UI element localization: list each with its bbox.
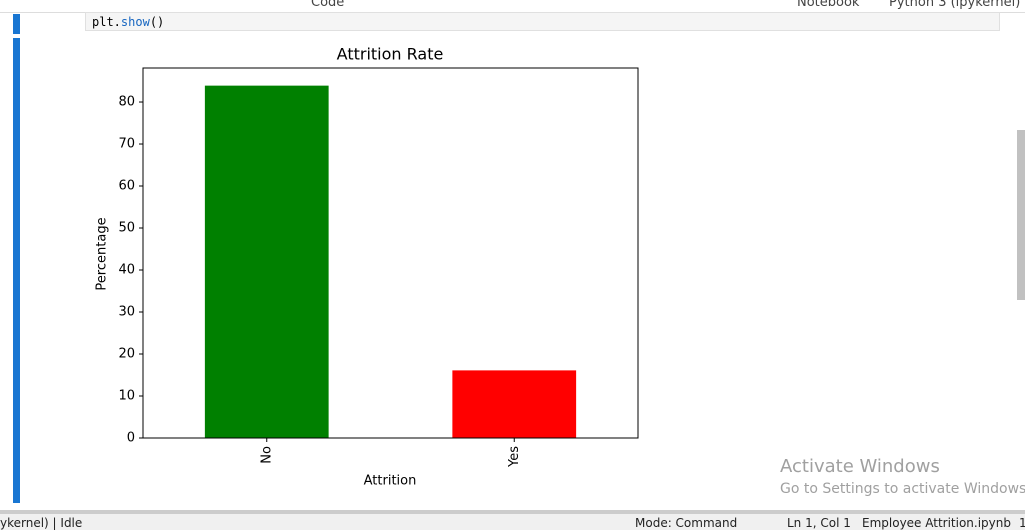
chart: Attrition Rate Attrition Percentage 0 10 2… [95,45,639,489]
mode: Mode: Command [635,516,738,530]
x-tick-label: Yes [507,446,522,468]
kernel-state: ykernel) | Idle [0,516,83,530]
x-tick-label: No [259,446,274,464]
y-tick-label: 40 [118,263,135,278]
plot-frame [142,67,639,439]
kernel-label[interactable]: Python 3 (ipykernel) [889,0,1021,10]
y-tick-label: 60 [118,179,135,194]
status-extra: 1 [1019,516,1025,530]
x-axis-label: Attrition [364,474,417,489]
bar [452,370,577,438]
cursor-position: Ln 1, Col 1 [787,516,851,530]
y-axis-label: Percentage [95,217,110,290]
code-token: show [120,15,150,29]
status-bar: ykernel) | Idle Mode: Command Ln 1, Col … [0,510,1025,530]
y-tick-label: 80 [118,95,135,110]
y-tick-label: 20 [118,347,135,362]
y-tick-label: 70 [118,137,135,152]
cell-type-select[interactable]: Code [311,0,345,10]
y-tick-label: 0 [127,431,135,446]
file-name: Employee Attrition.ipynb [862,516,1011,530]
y-tick-label: 30 [118,305,135,320]
watermark-title: Activate Windows [780,456,940,477]
notebook-label[interactable]: Notebook [797,0,860,10]
code-token: plt. [92,15,121,29]
cell-marker [13,38,20,503]
code-token: () [149,15,165,29]
scrollbar[interactable] [1017,130,1025,300]
y-tick-label: 50 [118,221,135,236]
watermark-subtitle: Go to Settings to activate Windows. [780,481,1025,497]
y-tick-label: 10 [118,389,135,404]
cell-marker [13,14,20,34]
code-input[interactable]: plt.show() [85,12,1000,31]
bar [204,85,329,439]
chart-title: Attrition Rate [337,45,444,64]
